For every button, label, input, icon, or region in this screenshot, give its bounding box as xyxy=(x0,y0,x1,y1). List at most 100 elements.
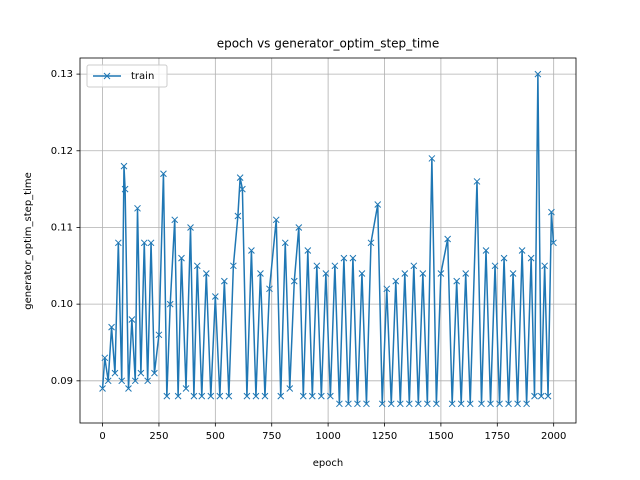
y-tick-label: 0.13 xyxy=(51,69,73,80)
point xyxy=(286,385,294,392)
point xyxy=(354,400,361,408)
point xyxy=(236,174,244,181)
point xyxy=(163,392,171,400)
point xyxy=(108,323,115,331)
point xyxy=(531,392,538,400)
point xyxy=(410,262,418,270)
point xyxy=(331,262,339,270)
point xyxy=(220,277,228,285)
point xyxy=(550,239,557,247)
point xyxy=(527,254,535,262)
point xyxy=(308,392,316,400)
point xyxy=(544,392,552,400)
point xyxy=(171,216,179,224)
legend-box xyxy=(86,64,168,88)
series xyxy=(99,70,557,408)
point xyxy=(405,400,413,408)
point xyxy=(144,377,152,385)
point xyxy=(190,392,198,400)
point xyxy=(505,400,512,408)
point xyxy=(111,369,119,377)
chart-title: epoch vs generator_optim_step_time xyxy=(217,37,440,51)
point xyxy=(453,277,461,285)
point xyxy=(387,400,395,408)
point xyxy=(496,400,503,408)
point xyxy=(396,400,404,408)
point xyxy=(104,377,112,385)
point xyxy=(518,247,526,254)
point xyxy=(140,239,148,247)
point xyxy=(509,270,517,277)
point xyxy=(261,392,269,400)
point xyxy=(500,254,508,262)
point xyxy=(182,385,190,392)
point xyxy=(299,392,307,400)
x-axis-label: epoch xyxy=(313,458,343,469)
point xyxy=(243,392,251,400)
point xyxy=(378,400,386,408)
point xyxy=(367,239,375,247)
point xyxy=(345,400,352,408)
point xyxy=(304,247,312,254)
point xyxy=(537,392,545,400)
point xyxy=(457,400,465,408)
point xyxy=(160,170,167,178)
point xyxy=(313,262,321,270)
point xyxy=(383,285,391,293)
point xyxy=(336,400,343,408)
point xyxy=(128,316,136,323)
point xyxy=(448,400,456,408)
y-tick-label: 0.09 xyxy=(51,376,73,387)
legend-label: train xyxy=(131,71,154,82)
point xyxy=(134,204,141,212)
point xyxy=(349,254,357,262)
point xyxy=(322,270,330,277)
point xyxy=(193,262,201,270)
point xyxy=(414,400,422,408)
point xyxy=(207,392,215,400)
point xyxy=(178,254,185,262)
point xyxy=(478,400,485,408)
point xyxy=(198,392,206,400)
point xyxy=(131,377,139,385)
y-tick-label: 0.12 xyxy=(51,146,73,157)
point xyxy=(248,247,255,254)
point xyxy=(444,235,452,243)
legend-marker xyxy=(103,72,111,80)
point xyxy=(340,254,348,262)
point xyxy=(401,270,409,277)
point xyxy=(466,400,474,408)
point xyxy=(211,293,219,300)
point xyxy=(114,239,122,247)
point xyxy=(541,262,549,270)
x-tick-label: 500 xyxy=(206,431,225,442)
y-tick-label: 0.11 xyxy=(51,222,73,233)
point xyxy=(281,239,289,247)
x-tick-label: 1250 xyxy=(372,431,397,442)
y-axis-label: generator_optim_step_time xyxy=(23,172,34,310)
point xyxy=(290,277,298,285)
point xyxy=(482,247,490,254)
point xyxy=(534,70,542,78)
point xyxy=(317,392,325,400)
point xyxy=(514,400,521,408)
point xyxy=(277,392,285,400)
point xyxy=(234,212,242,220)
point xyxy=(155,331,163,339)
point xyxy=(101,354,109,362)
point xyxy=(99,385,106,392)
point xyxy=(266,285,273,293)
point xyxy=(392,277,400,285)
point xyxy=(121,185,129,193)
plot-frame xyxy=(79,57,577,424)
point xyxy=(202,270,210,277)
point xyxy=(437,270,445,277)
point xyxy=(363,400,370,408)
point xyxy=(487,400,494,408)
point xyxy=(295,224,303,231)
point xyxy=(257,270,264,277)
x-tick-label: 250 xyxy=(149,431,168,442)
x-tick-label: 1000 xyxy=(315,431,340,442)
point xyxy=(428,155,436,162)
